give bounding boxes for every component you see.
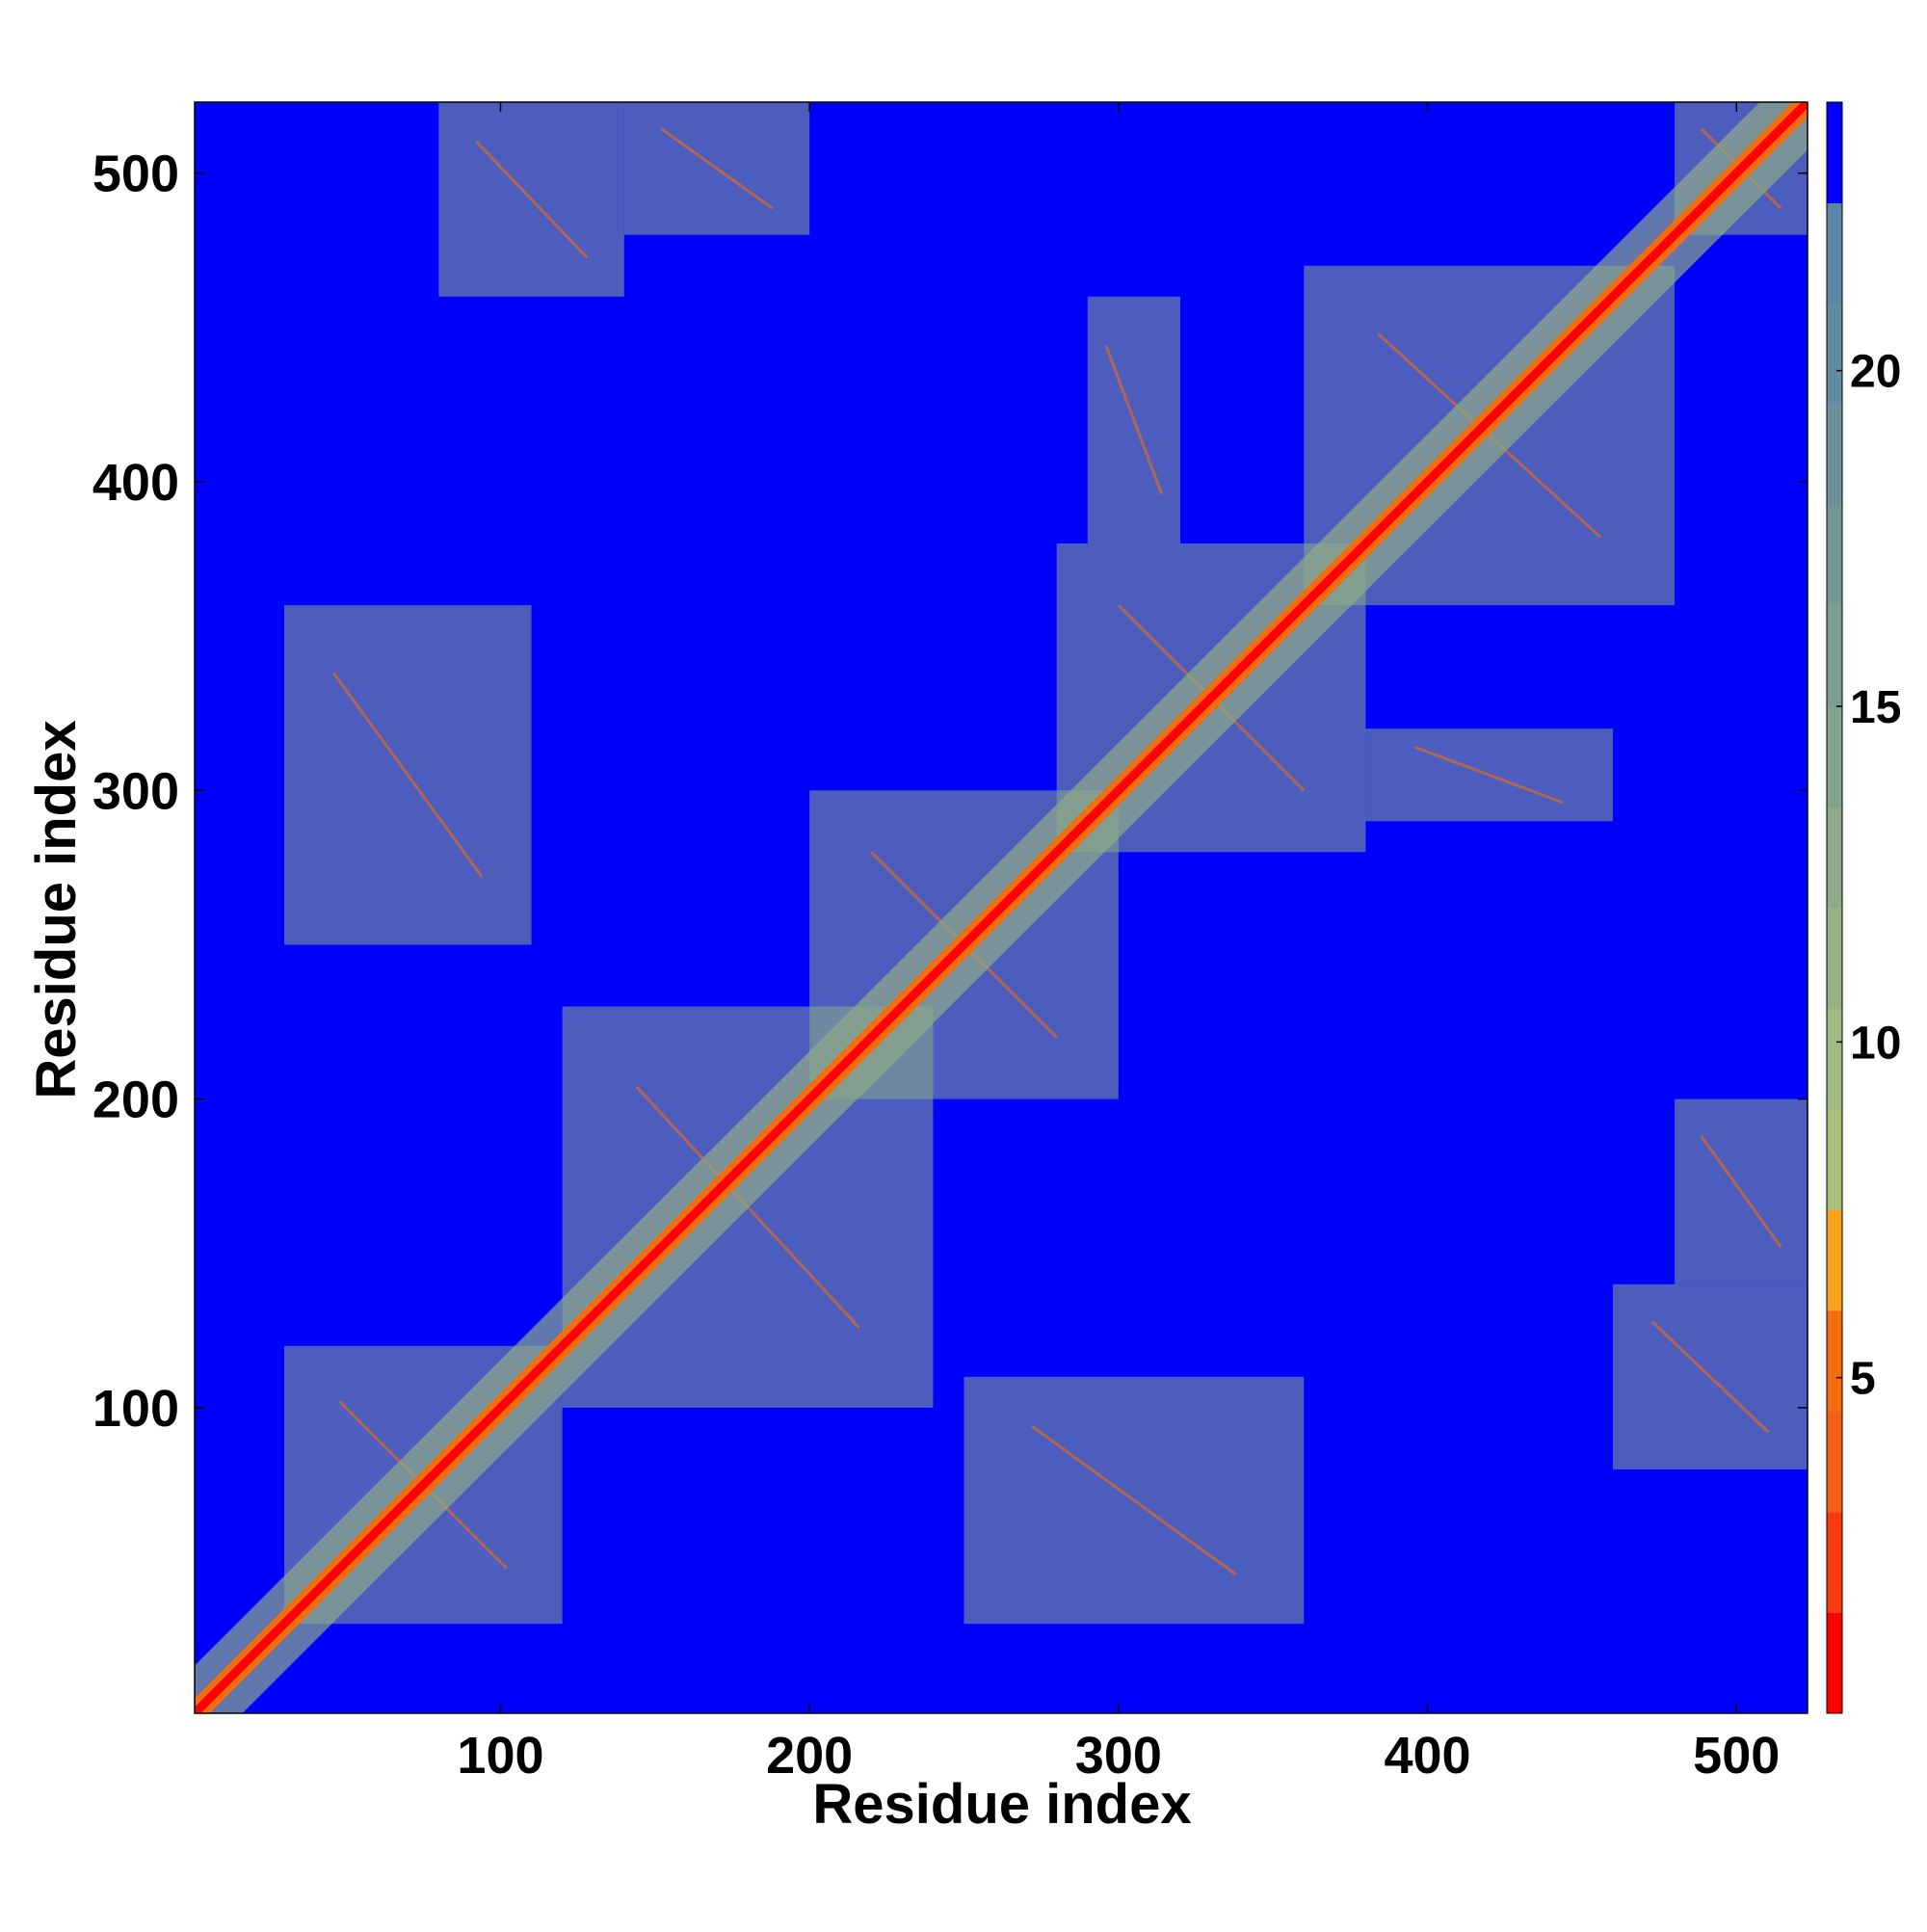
colorbar-tick-label-10: 10 (1850, 1018, 1901, 1069)
contact-accent-7 (332, 672, 484, 878)
colorbar-level-11 (1827, 505, 1842, 606)
x-axis-ticks: 100 200 300 400 500 (457, 102, 1780, 1785)
colorbar-tick-label-5: 5 (1850, 1354, 1876, 1405)
colorbar-tick-label-15: 15 (1850, 682, 1901, 733)
colorbar-level-8 (1827, 807, 1842, 909)
contact-accent-12 (1104, 345, 1164, 495)
colorbar-level-6 (1827, 1008, 1842, 1110)
y-axis-ticks: 100 200 300 400 500 (92, 146, 1808, 1438)
y-tick-label-400: 400 (92, 454, 179, 512)
colorbar-level-9 (1827, 706, 1842, 807)
colorbar-tick-label-20: 20 (1850, 347, 1901, 398)
colorbar-level-12 (1827, 404, 1842, 506)
colorbar-level-1 (1827, 1512, 1842, 1613)
colorbar-level-13 (1827, 304, 1842, 405)
contact-accent-14 (1700, 1135, 1782, 1249)
colorbar-frame (1826, 101, 1843, 1714)
colorbar-level-2 (1827, 1411, 1842, 1513)
y-axis-label: Residue index (25, 720, 88, 1098)
y-tick-label-300: 300 (92, 762, 179, 820)
y-tick-label-200: 200 (92, 1072, 179, 1129)
colorbar: 5 10 15 20 (1826, 101, 1901, 1714)
plot-area (194, 101, 1808, 1714)
x-tick-label-400: 400 (1384, 1727, 1470, 1785)
colorbar-level-7 (1827, 908, 1842, 1009)
colorbar-level-10 (1827, 605, 1842, 707)
x-tick-label-500: 500 (1693, 1727, 1780, 1785)
diagonal-core (195, 102, 1808, 1713)
colorbar-level-5 (1827, 1109, 1842, 1210)
y-tick-label-500: 500 (92, 146, 179, 203)
contact-accent-10 (1650, 1320, 1770, 1434)
colorbar-level-4 (1827, 1209, 1842, 1311)
x-axis-label: Residue index (812, 1773, 1191, 1836)
colorbar-level-0 (1827, 1612, 1842, 1714)
x-tick-label-100: 100 (457, 1727, 543, 1785)
x-tick-label-200: 200 (766, 1727, 853, 1785)
colorbar-level-3 (1827, 1310, 1842, 1412)
colorbar-level-15 (1827, 102, 1842, 203)
plot-frame (194, 101, 1808, 1714)
contact-accent-13 (660, 127, 774, 210)
x-tick-label-300: 300 (1075, 1727, 1162, 1785)
contact-accent-9 (474, 140, 589, 259)
y-tick-label-100: 100 (92, 1380, 179, 1438)
contact-accent-8 (1031, 1424, 1237, 1576)
colorbar-level-14 (1827, 202, 1842, 304)
contact-accent-11 (1414, 746, 1565, 805)
